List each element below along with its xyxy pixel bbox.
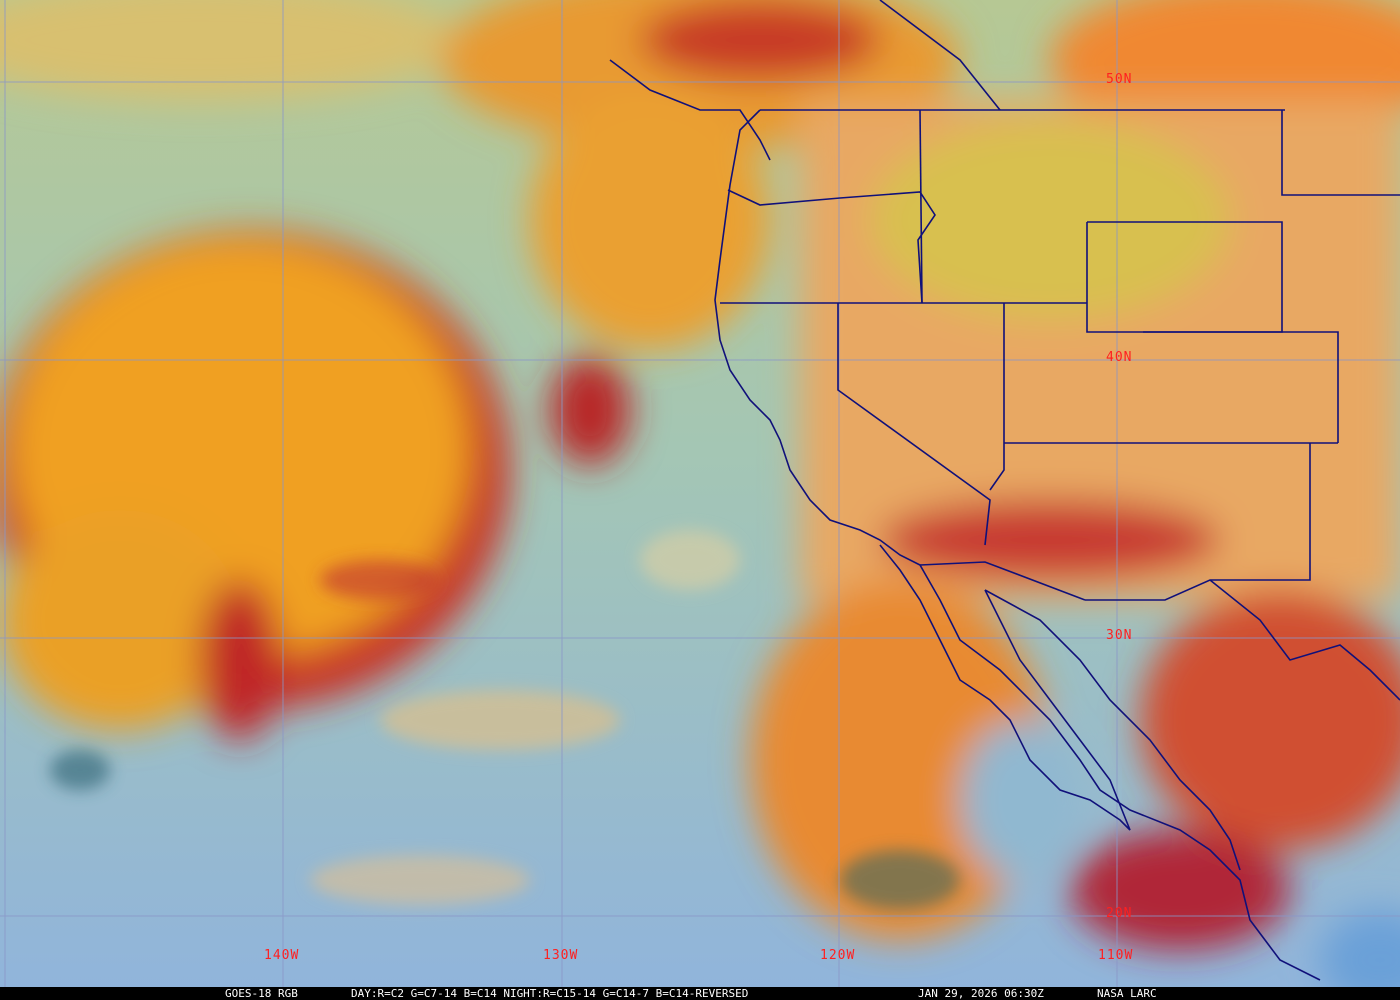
west-coast-coastline [714, 109, 1321, 981]
washington-oregon-border [727, 189, 936, 304]
caption-satellite: GOES-18 RGB [225, 987, 298, 1000]
lon-label-120w: 120W [820, 948, 856, 963]
caption-recipe: DAY:R=C2 G=C7-14 B=C14 NIGHT:R=C15-14 G=… [351, 987, 749, 1000]
image-caption-bar: GOES-18 RGB DAY:R=C2 G=C7-14 B=C14 NIGHT… [0, 987, 1400, 1000]
idaho-border [919, 109, 923, 304]
caption-datetime: JAN 29, 2026 06:30Z [918, 987, 1044, 1000]
lon-label-140w: 140W [264, 948, 300, 963]
nevada-utah-border [989, 303, 1005, 491]
bc-coast [609, 59, 771, 161]
us-mexico-border [919, 561, 1086, 601]
montana-dakota-border [1281, 110, 1400, 196]
california-nevada-border [837, 303, 991, 546]
lon-label-110w: 110W [1098, 948, 1134, 963]
cloud-texture [50, 530, 960, 910]
canada-border-north [879, 0, 1001, 111]
lat-label-30n: 30N [1106, 628, 1133, 643]
colorado-border [1143, 331, 1339, 443]
lat-label-40n: 40N [1106, 350, 1133, 365]
mexico-mainland-coast [984, 589, 1241, 871]
baja-coastline [879, 544, 1131, 831]
lat-label-50n: 50N [1106, 72, 1133, 87]
mexico-interior [1209, 579, 1400, 701]
caption-source: NASA LARC [1097, 987, 1157, 1000]
lon-label-130w: 130W [543, 948, 579, 963]
political-boundaries [609, 0, 1400, 981]
lat-label-20n: 20N [1106, 906, 1133, 921]
